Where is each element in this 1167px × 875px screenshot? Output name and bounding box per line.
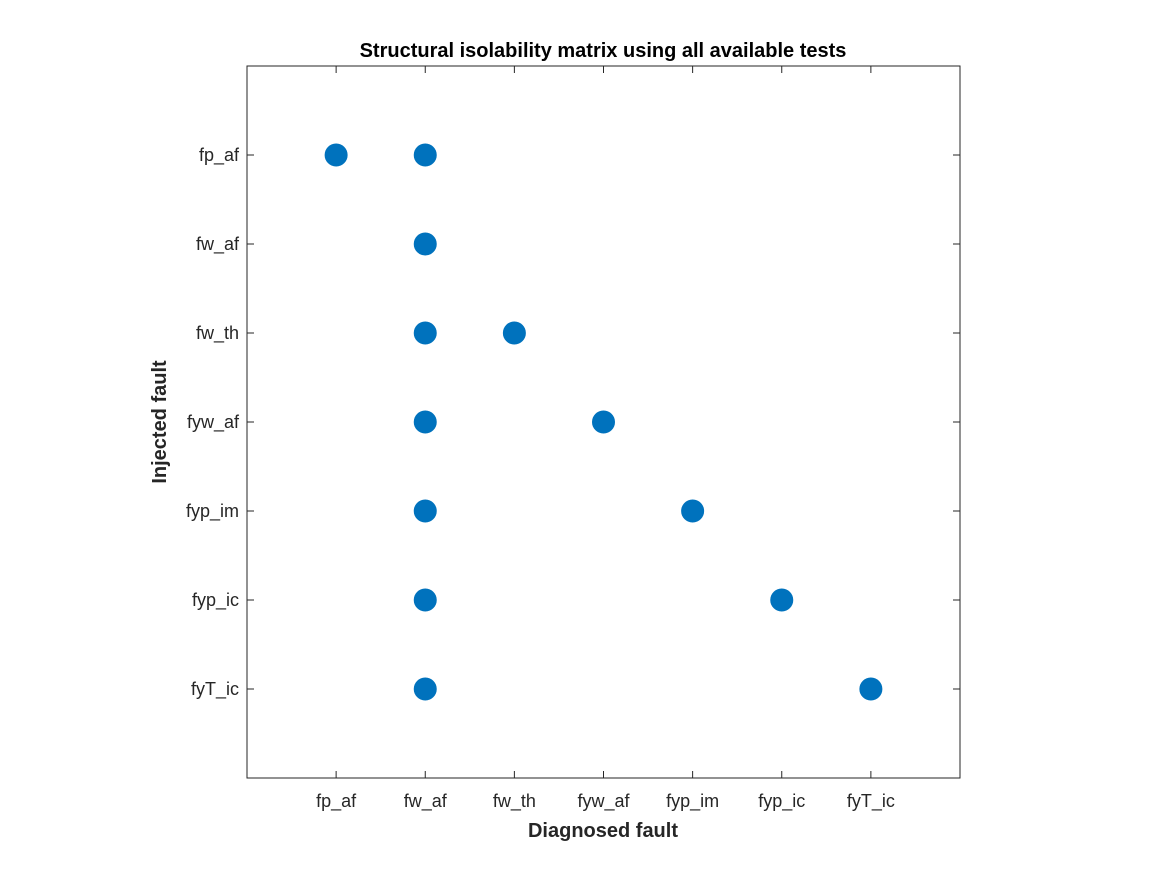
y-tick-label: fyT_ic (191, 679, 239, 700)
data-point (413, 321, 437, 345)
data-point (502, 321, 526, 345)
x-tick-label: fyp_ic (758, 791, 805, 812)
data-point (859, 677, 883, 701)
y-tick-label: fyp_im (186, 501, 239, 522)
y-tick-label: fw_af (196, 234, 240, 255)
data-point (413, 499, 437, 523)
x-tick-label: fp_af (316, 791, 357, 812)
data-point (770, 588, 794, 612)
data-point (324, 143, 348, 167)
x-tick-label: fyT_ic (847, 791, 895, 812)
data-point (413, 677, 437, 701)
y-tick-label: fyw_af (187, 412, 240, 433)
y-tick-label: fyp_ic (192, 590, 239, 611)
x-tick-label: fw_af (404, 791, 448, 812)
data-point (413, 143, 437, 167)
data-point (681, 499, 705, 523)
x-tick-label: fyw_af (577, 791, 630, 812)
y-tick-label: fw_th (196, 323, 239, 344)
plot-area: fp_af fw_af fw_th fyw_af fyp_im fyp_ic fyT_icf… (186, 65, 961, 812)
data-point (413, 588, 437, 612)
y-axis-title: Injected fault (149, 360, 171, 484)
data-point (413, 232, 437, 256)
y-tick-label: fp_af (199, 145, 240, 166)
chart-title: Structural isolability matrix using all … (360, 40, 847, 62)
x-axis-title: Diagnosed fault (528, 820, 678, 842)
x-tick-label: fw_th (493, 791, 536, 812)
data-point (413, 410, 437, 434)
x-tick-label: fyp_im (666, 791, 719, 812)
data-point (592, 410, 615, 434)
